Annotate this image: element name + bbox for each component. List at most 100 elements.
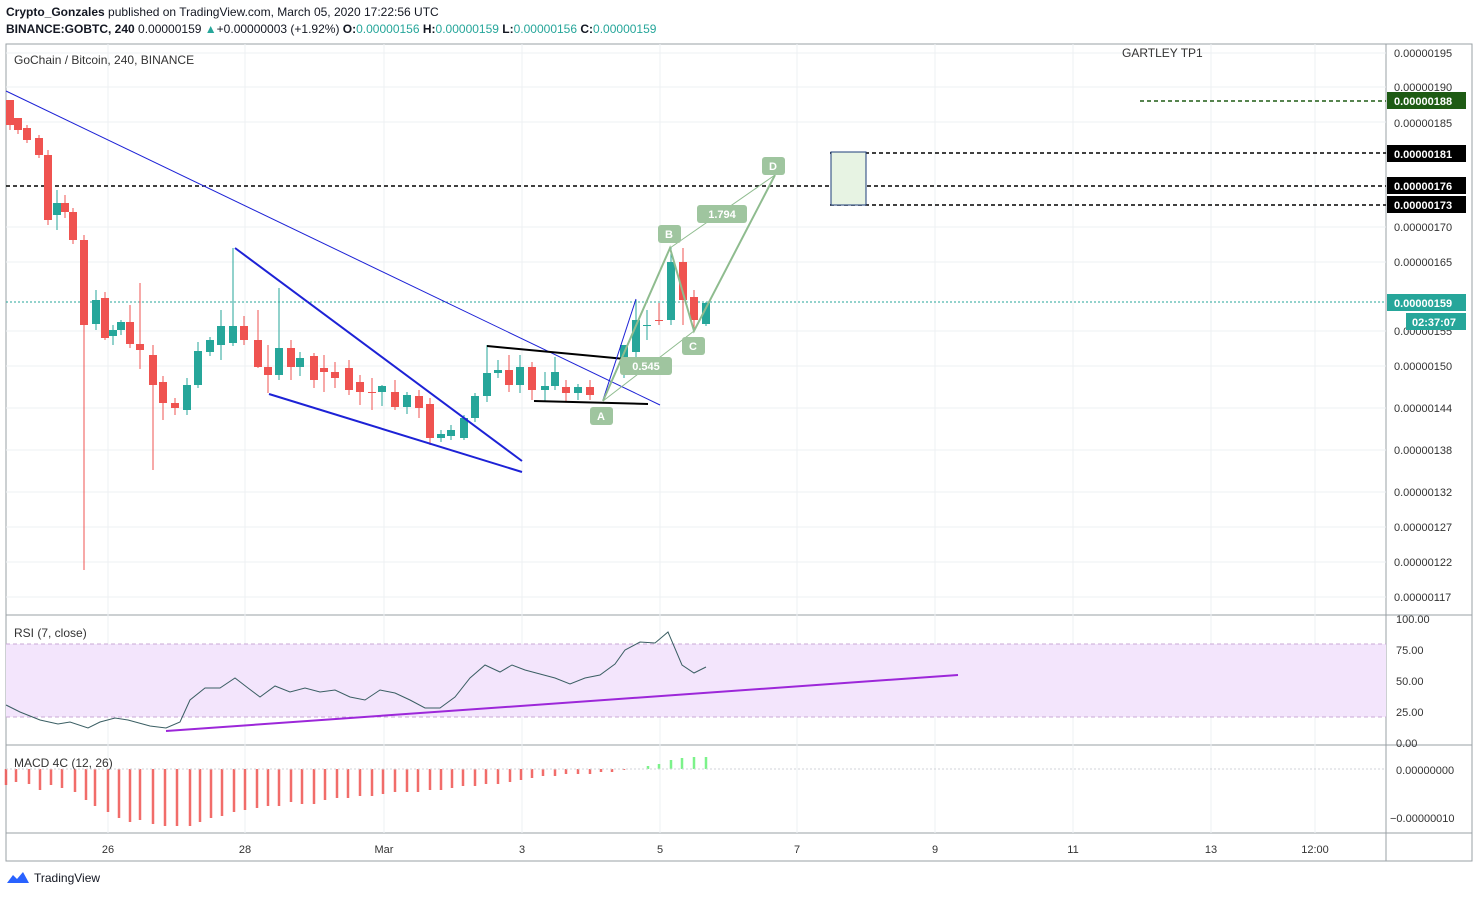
macd-bar [138,769,142,820]
level-tag-176[interactable] [1387,177,1466,194]
main-legend[interactable]: GoChain / Bitcoin, 240, BINANCE [14,53,194,67]
macd-bar [484,769,488,784]
candle-body [415,396,423,408]
candle-body [391,392,399,407]
macd-bar [428,769,432,790]
footer[interactable]: TradingView [6,871,100,885]
rsi-tick: 0.00 [1396,738,1417,750]
target-zone-box[interactable] [830,151,867,206]
author-name[interactable]: Crypto_Gonzales [6,5,105,19]
level-tag-173[interactable] [1387,196,1466,213]
publish-line: Crypto_Gonzales published on TradingView… [6,4,656,21]
price-axis[interactable]: 0.00000195 0.00000190 0.00000185 0.00000… [1387,48,1466,604]
time-tick: 9 [932,844,938,856]
macd-bar [4,769,8,785]
macd-bar [370,769,374,796]
candle-body [667,262,675,320]
macd-bar [73,769,77,792]
macd-bar [692,757,696,769]
macd-bar [473,769,477,786]
time-tick: 28 [239,844,251,856]
rsi-legend[interactable]: RSI (7, close) [14,626,87,640]
macd-bar [323,769,327,800]
macd-bar [277,769,281,806]
candle-body [109,330,117,336]
candle-body [92,300,100,324]
macd-bar [232,769,236,812]
candle-body [61,203,69,212]
candle-body [136,344,144,350]
wedge-upper-line[interactable] [234,247,523,462]
rsi-line [5,631,707,729]
price-tick: 0.00000122 [1394,557,1452,569]
time-tick: 12:00 [1301,844,1329,856]
time-tick: 26 [102,844,114,856]
candle-body [23,128,31,140]
gartley-pattern[interactable] [602,174,776,402]
rsi-trendline[interactable] [165,674,959,732]
macd-bar [358,769,362,796]
macd-bar [704,757,708,769]
macd-bar [255,769,259,808]
macd-bar [93,769,97,806]
current-price-tag[interactable] [1387,294,1466,311]
candle-body [240,326,248,340]
macd-bar [300,769,304,804]
macd-bar [405,769,409,792]
high-label: H: [422,22,436,36]
candle-body [117,322,125,330]
candle-body [287,348,295,367]
rsi-tick: 75.00 [1396,645,1424,657]
macd-legend[interactable]: MACD 4C (12, 26) [14,756,113,770]
macd-bar [530,769,534,778]
macd-bar [117,769,121,818]
candle-body [574,387,582,393]
ratio-ac-tag[interactable] [620,357,672,375]
candle-body [296,358,304,367]
main-trendline[interactable] [5,90,661,406]
drawings[interactable] [5,90,776,473]
candle-body [679,262,687,300]
pattern-labels[interactable]: A B C D 1.794 0.545 [590,157,785,425]
macd-bar [346,769,350,798]
macd-bar [335,769,339,798]
macd-bar [541,769,545,776]
candle-body [505,370,513,385]
candle-body [206,340,214,352]
breakout-line[interactable] [602,298,637,401]
pennant-lower-line[interactable] [533,400,649,405]
rsi-tick: 25.00 [1396,707,1424,719]
price-tick: 0.00000144 [1394,403,1452,415]
rsi-band [6,644,1386,717]
time-tick: Mar [375,844,394,856]
time-axis[interactable]: 26 28 Mar 3 5 7 9 11 13 12:00 [102,844,1329,856]
macd-tick: 0.00000000 [1396,765,1454,777]
footer-brand: TradingView [34,871,101,885]
ratio-bd-tag[interactable] [697,205,747,223]
point-d-tag[interactable] [762,157,785,175]
rsi-axis: 100.00 75.00 50.00 25.00 0.00 [1396,614,1430,750]
macd-bar [381,769,385,794]
candle-body [562,387,570,393]
macd-bar [657,764,661,769]
wedge-lower-line[interactable] [268,393,523,473]
pennant-upper-line[interactable] [486,345,637,361]
macd-bar [553,769,557,776]
candle-body [426,404,434,438]
candle-body [69,212,77,240]
gartley-annotation[interactable]: GARTLEY TP1 [1122,46,1203,60]
point-c-tag[interactable] [682,337,705,355]
candle-body [254,340,262,367]
candle-body [159,382,167,403]
price-tick: 0.00000138 [1394,445,1452,457]
candle-body [44,155,52,220]
time-tick: 7 [794,844,800,856]
level-tag-181[interactable] [1387,145,1466,162]
candle-body [80,240,88,325]
point-b-tag[interactable] [658,225,681,243]
level-tag-188[interactable] [1387,92,1466,109]
macd-bar [128,769,132,822]
point-a-tag[interactable] [590,407,613,425]
time-tick: 3 [519,844,525,856]
